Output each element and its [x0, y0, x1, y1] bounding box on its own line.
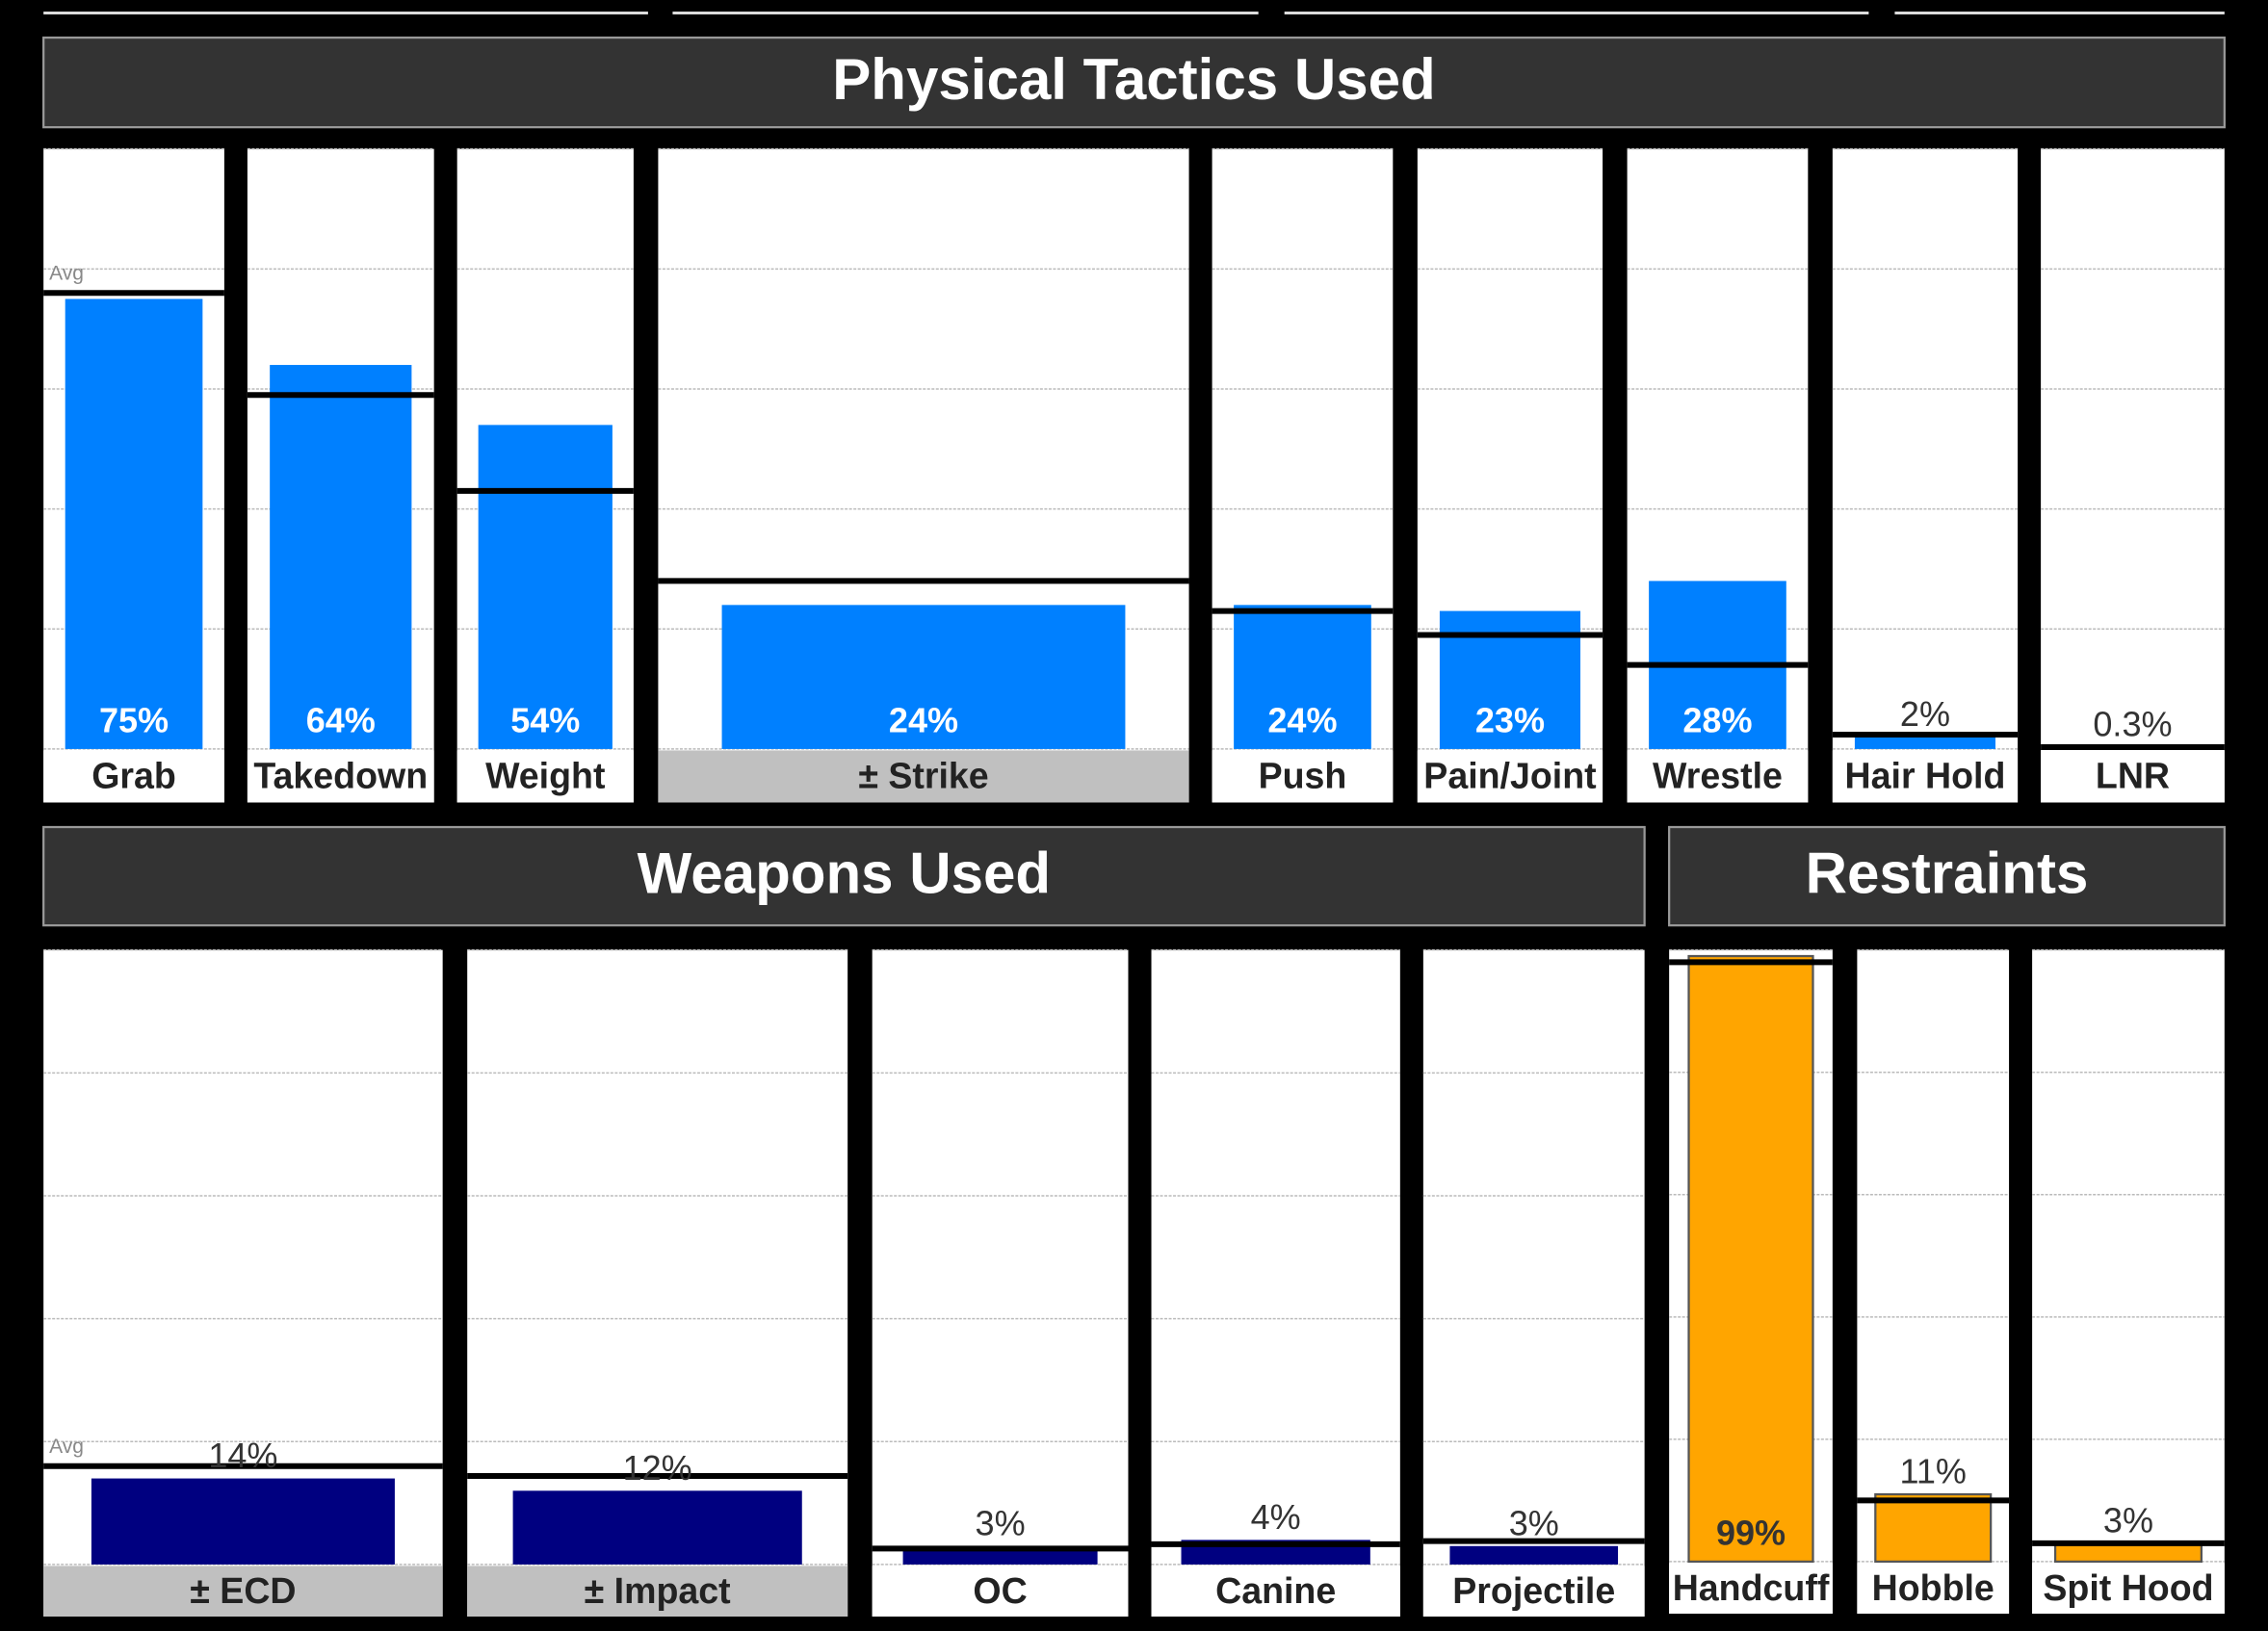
panel: [872, 949, 1129, 1617]
bar: [1854, 737, 1996, 749]
value-label: 0.3%: [2093, 705, 2172, 744]
value-label: 4%: [1251, 1497, 1301, 1537]
section-title: Physical Tactics Used: [832, 47, 1436, 112]
value-label: 14%: [208, 1436, 277, 1475]
category-label: Spit Hood: [2043, 1567, 2213, 1608]
panel: [1832, 148, 2019, 803]
bar: [1687, 954, 1814, 1564]
category-label: ± ECD: [190, 1570, 296, 1611]
label-background: [1151, 1566, 1400, 1617]
bar: [65, 298, 203, 749]
category-label: Grab: [91, 756, 176, 796]
value-label: 28%: [1682, 700, 1752, 739]
bar: [270, 365, 412, 749]
label-background: [43, 1566, 443, 1617]
category-label: LNR: [2096, 756, 2170, 796]
value-label: 2%: [1900, 694, 1950, 734]
value-label: 3%: [976, 1503, 1026, 1542]
label-background: [1417, 750, 1603, 803]
section-title: Weapons Used: [638, 841, 1051, 905]
label-background: [456, 750, 634, 803]
category-label: ± Strike: [858, 756, 988, 796]
bar: [721, 605, 1126, 749]
section-header: [42, 825, 1646, 927]
label-background: [1669, 1563, 1833, 1614]
section-header: [1668, 825, 2226, 927]
category-label: ± Impact: [585, 1570, 731, 1611]
label-background: [1857, 1563, 2010, 1614]
bar: [1449, 1545, 1619, 1565]
value-label: 24%: [1267, 700, 1337, 739]
section-title: Restraints: [1806, 841, 2089, 905]
category-label: Takedown: [253, 756, 428, 796]
category-label: Push: [1259, 756, 1347, 796]
section-header: [42, 36, 2226, 129]
label-background: [1422, 1566, 1645, 1617]
category-label: Weight: [485, 756, 606, 796]
average-label: Avg: [49, 262, 84, 284]
category-label: Hobble: [1872, 1567, 1994, 1608]
category-label: Handcuff: [1673, 1567, 1830, 1608]
value-label: 3%: [1509, 1503, 1559, 1542]
panel: [1422, 949, 1645, 1617]
value-label: 23%: [1475, 700, 1545, 739]
label-background: [2032, 1563, 2225, 1614]
label-background: [1832, 750, 2019, 803]
label-background: [467, 1566, 848, 1617]
label-background: [247, 750, 434, 803]
category-label: Projectile: [1452, 1570, 1615, 1611]
panel: [2032, 949, 2225, 1614]
category-label: OC: [973, 1570, 1027, 1611]
panel: [1151, 949, 1400, 1617]
bar: [1874, 1492, 1993, 1564]
average-label: Avg: [49, 1436, 84, 1458]
category-label: Wrestle: [1653, 756, 1783, 796]
value-label: 75%: [99, 700, 169, 739]
bar: [1234, 605, 1371, 749]
label-background: [43, 750, 224, 803]
bar: [478, 425, 613, 749]
label-background: [2041, 750, 2225, 803]
category-label: Pain/Joint: [1423, 756, 1597, 796]
label-background: [1627, 750, 1809, 803]
bar: [512, 1490, 802, 1565]
value-label: 12%: [623, 1448, 692, 1488]
value-label: 99%: [1716, 1513, 1786, 1552]
value-label: 3%: [2103, 1500, 2153, 1540]
category-label: Hair Hold: [1845, 756, 2006, 796]
value-label: 64%: [306, 700, 376, 739]
label-background: [658, 750, 1189, 803]
category-label: Canine: [1215, 1570, 1336, 1611]
bar: [91, 1478, 395, 1565]
value-label: 24%: [889, 700, 958, 739]
value-label: 11%: [1900, 1452, 1967, 1491]
value-label: 54%: [510, 700, 580, 739]
label-background: [1212, 750, 1394, 803]
label-background: [872, 1566, 1129, 1617]
panel: [2041, 148, 2225, 803]
